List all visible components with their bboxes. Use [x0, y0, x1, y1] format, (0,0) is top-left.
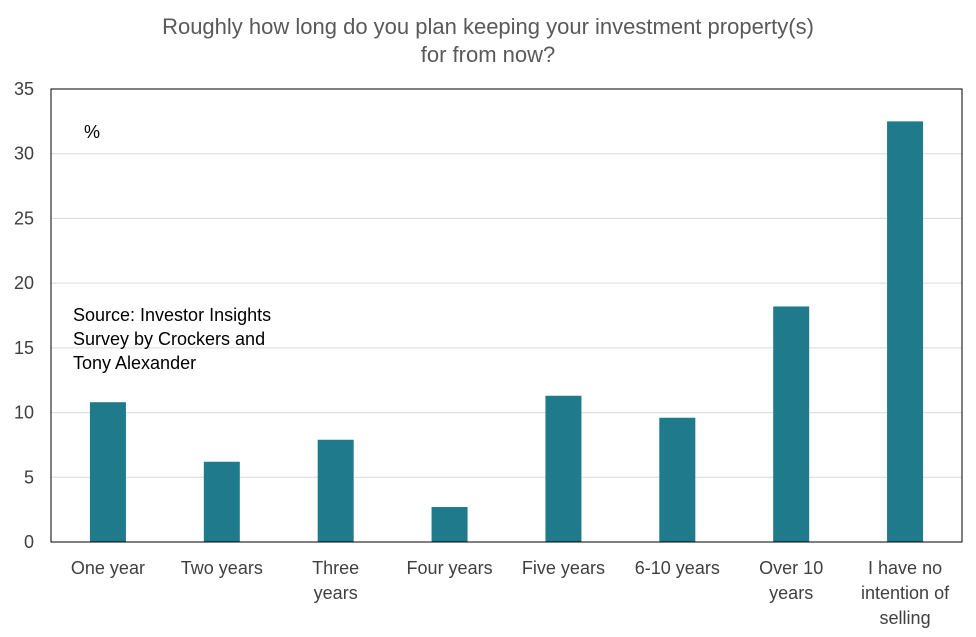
unit-label: % — [84, 122, 100, 142]
y-tick-label: 0 — [24, 532, 34, 552]
x-category-label: Three years — [312, 558, 359, 603]
gridlines — [51, 153, 962, 478]
x-axis-labels: One year Two years Three years Four years Fiv… — [71, 558, 950, 628]
bar — [431, 507, 468, 542]
bar — [659, 417, 696, 542]
bar — [203, 461, 240, 542]
y-tick-label: 5 — [24, 467, 34, 487]
x-category-label: Five years — [522, 558, 605, 578]
source-line-1: Source: Investor Insights — [73, 305, 271, 325]
x-category-label: Four years — [407, 558, 493, 578]
bars — [89, 121, 924, 542]
y-tick-label: 25 — [14, 208, 34, 228]
bar — [545, 395, 582, 542]
source-note: Source: Investor Insights Survey by Croc… — [73, 305, 271, 373]
bar — [317, 439, 354, 542]
plot-area-border — [50, 88, 963, 543]
y-tick-label: 30 — [14, 144, 34, 164]
bar — [89, 402, 126, 542]
y-tick-label: 35 — [14, 79, 34, 99]
x-category-label: Over 10 years — [759, 558, 823, 603]
source-line-3: Tony Alexander — [73, 353, 196, 373]
y-tick-label: 20 — [14, 273, 34, 293]
y-tick-label: 10 — [14, 403, 34, 423]
source-line-2: Survey by Crockers and — [73, 329, 265, 349]
chart-title-line-1: Roughly how long do you plan keeping you… — [162, 14, 814, 39]
x-category-label: Two years — [181, 558, 263, 578]
chart-title: Roughly how long do you plan keeping you… — [162, 14, 814, 67]
x-category-label: 6-10 years — [635, 558, 720, 578]
chart-title-line-2: for from now? — [421, 42, 556, 67]
x-category-label: I have no intention of selling — [861, 558, 950, 628]
bar — [773, 306, 810, 542]
y-tick-label: 15 — [14, 338, 34, 358]
y-axis-ticks: 0 5 10 15 20 25 30 35 — [14, 79, 34, 552]
x-category-label: One year — [71, 558, 145, 578]
bar — [887, 121, 924, 542]
